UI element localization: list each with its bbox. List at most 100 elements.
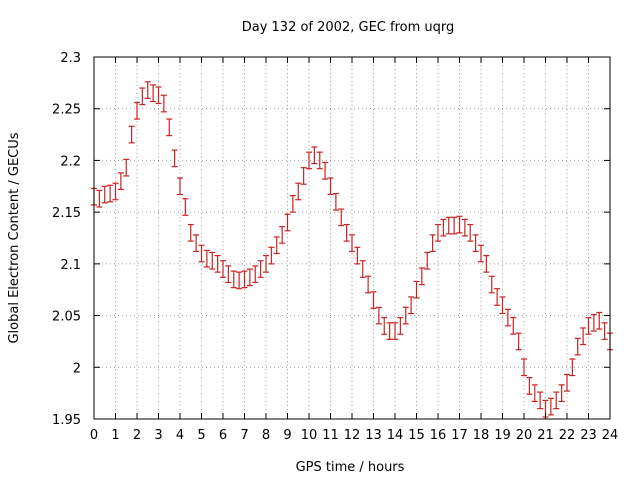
data-point — [332, 192, 339, 211]
data-point — [349, 234, 355, 253]
data-point — [590, 313, 597, 332]
data-point — [402, 306, 409, 325]
data-point — [499, 296, 506, 315]
data-point — [418, 267, 425, 286]
x-tick-label: 20 — [516, 428, 533, 443]
data-point — [408, 296, 415, 315]
x-tick-label: 21 — [537, 428, 554, 443]
data-point — [209, 251, 216, 270]
x-tick-label: 14 — [387, 428, 404, 443]
x-axis: 0 1 2 3 4 5 6 7 8 9 10 11 12 13 14 15 16 17 18 19 20 21 22 23 24 — [90, 57, 618, 443]
data-point — [241, 270, 248, 289]
data-point — [252, 265, 259, 284]
data-point — [198, 244, 205, 263]
data-point — [112, 182, 119, 201]
data-point — [510, 317, 517, 335]
data-point — [580, 327, 587, 346]
data-point — [171, 149, 178, 168]
x-tick-label: 10 — [301, 428, 318, 443]
data-point — [553, 391, 560, 410]
data-point — [531, 384, 538, 403]
data-point — [257, 260, 264, 278]
x-tick-label: 1 — [111, 428, 119, 443]
y-axis: 1.95 2 2.05 2.1 2.15 2.2 2.25 2.3 — [52, 51, 610, 428]
data-point — [139, 87, 146, 106]
y-tick-label: 2.1 — [60, 258, 81, 273]
x-tick-label: 8 — [262, 428, 270, 443]
y-tick-label: 2.3 — [60, 51, 81, 66]
data-point — [564, 373, 570, 392]
data-point — [182, 198, 189, 216]
data-point — [526, 377, 533, 395]
data-point — [316, 151, 323, 170]
data-point — [128, 125, 135, 144]
data-point — [338, 208, 345, 227]
data-point — [230, 270, 237, 289]
x-tick-label: 22 — [559, 428, 576, 443]
data-point — [155, 86, 162, 105]
y-tick-label: 1.95 — [52, 413, 81, 428]
x-tick-label: 12 — [344, 428, 361, 443]
data-point — [160, 94, 167, 113]
x-tick-label: 19 — [494, 428, 511, 443]
y-tick-label: 2.25 — [52, 103, 81, 118]
data-point — [268, 246, 275, 265]
data-point — [386, 322, 393, 340]
data-point — [193, 234, 200, 253]
data-point — [461, 218, 468, 237]
data-point — [504, 308, 511, 327]
data-point — [537, 391, 544, 410]
data-point — [134, 101, 140, 120]
data-points — [91, 81, 613, 418]
data-point — [306, 151, 312, 170]
data-point — [311, 146, 318, 165]
data-point — [456, 215, 463, 234]
data-point — [440, 218, 447, 237]
x-tick-label: 24 — [602, 428, 619, 443]
data-point — [445, 216, 452, 235]
x-tick-label: 13 — [365, 428, 382, 443]
data-point — [236, 271, 243, 290]
data-point — [424, 251, 431, 270]
data-point — [596, 311, 603, 330]
data-point — [214, 254, 221, 273]
data-point — [521, 358, 527, 377]
x-tick-label: 4 — [176, 428, 184, 443]
data-point — [574, 337, 581, 356]
data-point — [263, 254, 269, 273]
data-point — [144, 81, 151, 99]
grid — [94, 57, 610, 419]
data-point — [370, 291, 377, 309]
data-point — [601, 322, 608, 340]
data-point — [279, 226, 286, 244]
data-point — [483, 254, 490, 273]
x-axis-label: GPS time / hours — [296, 460, 405, 475]
data-point — [547, 397, 554, 416]
data-point — [295, 182, 302, 201]
data-point — [322, 161, 329, 180]
data-point — [123, 158, 130, 177]
data-point — [488, 275, 495, 294]
y-axis-label: Global Electron Content / GECUs — [7, 132, 22, 343]
data-point — [451, 216, 458, 235]
data-point — [117, 172, 124, 190]
data-point — [494, 288, 501, 306]
data-point — [392, 322, 398, 340]
data-point — [429, 234, 436, 253]
data-point — [569, 358, 576, 377]
data-point — [300, 167, 307, 185]
x-tick-label: 11 — [322, 428, 339, 443]
x-tick-label: 23 — [580, 428, 597, 443]
x-tick-label: 9 — [283, 428, 291, 443]
data-point — [365, 275, 372, 294]
x-tick-label: 15 — [408, 428, 425, 443]
data-point — [96, 189, 103, 208]
data-point — [289, 194, 296, 213]
data-point — [225, 265, 232, 284]
data-point — [397, 317, 404, 335]
data-point — [327, 177, 334, 196]
data-point — [246, 268, 253, 287]
y-tick-label: 2 — [73, 361, 81, 376]
data-point — [187, 223, 194, 242]
